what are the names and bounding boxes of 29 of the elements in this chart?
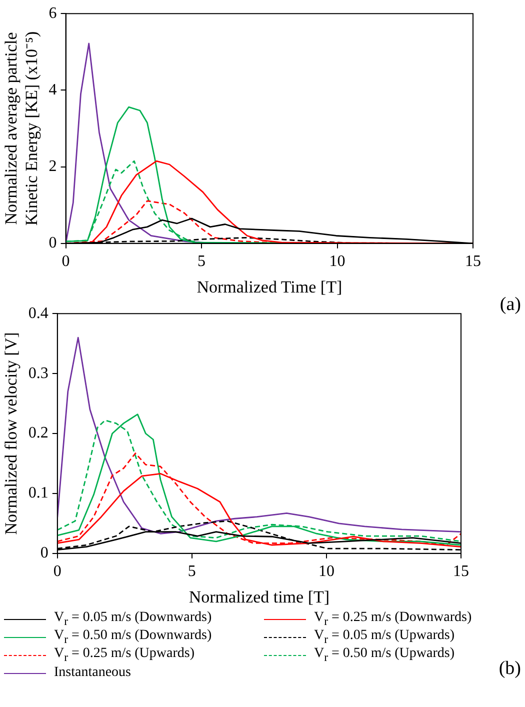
x-tick-label: 15 (465, 253, 481, 270)
y-tick-label: 4 (48, 81, 57, 98)
legend-label: V$_{r}$ = 0.50 m/s (Upwards) (314, 646, 455, 664)
y-tick-label: 0.3 (28, 364, 48, 382)
y-tick-label: 0 (48, 234, 57, 252)
text: (a) (500, 294, 521, 316)
x-tick-label: 5 (188, 563, 196, 580)
legend-label: V$_{r}$ = 0.25 m/s (Downwards) (314, 610, 472, 628)
x-tick-label: 0 (62, 253, 70, 270)
text: (b) (498, 658, 521, 680)
y-tick-label: 0.4 (28, 304, 48, 322)
legend-label: Instantaneous (54, 665, 131, 681)
x-axis-title: Normalized time [T] (188, 587, 330, 606)
y-axis-title: Normalized flow velocity [V] (2, 332, 21, 535)
y-tick-label: 0.1 (28, 484, 48, 502)
x-tick-label: 10 (318, 563, 334, 580)
legend-label: V$_{r}$ = 0.25 m/s (Upwards) (54, 646, 195, 664)
x-tick-label: 5 (198, 253, 206, 270)
legend-label: V$_{r}$ = 0.50 m/s (Downwards) (54, 628, 212, 646)
legend-label: V$_{r}$ = 0.05 m/s (Upwards) (314, 628, 455, 646)
y-tick-label: 0.2 (28, 424, 48, 442)
x-tick-label: 10 (329, 253, 346, 270)
x-axis-title: Normalized Time [T] (196, 277, 342, 296)
legend-label: V$_{r}$ = 0.05 m/s (Downwards) (54, 610, 212, 628)
y-tick-label: 2 (48, 158, 57, 176)
x-tick-label: 15 (453, 563, 469, 580)
y-tick-label: 0 (40, 544, 48, 562)
y-axis-title: Normalized average particle Kinetic Energy [KE] (x10⁻⁵) (2, 31, 42, 226)
y-tick-label: 6 (48, 4, 57, 22)
